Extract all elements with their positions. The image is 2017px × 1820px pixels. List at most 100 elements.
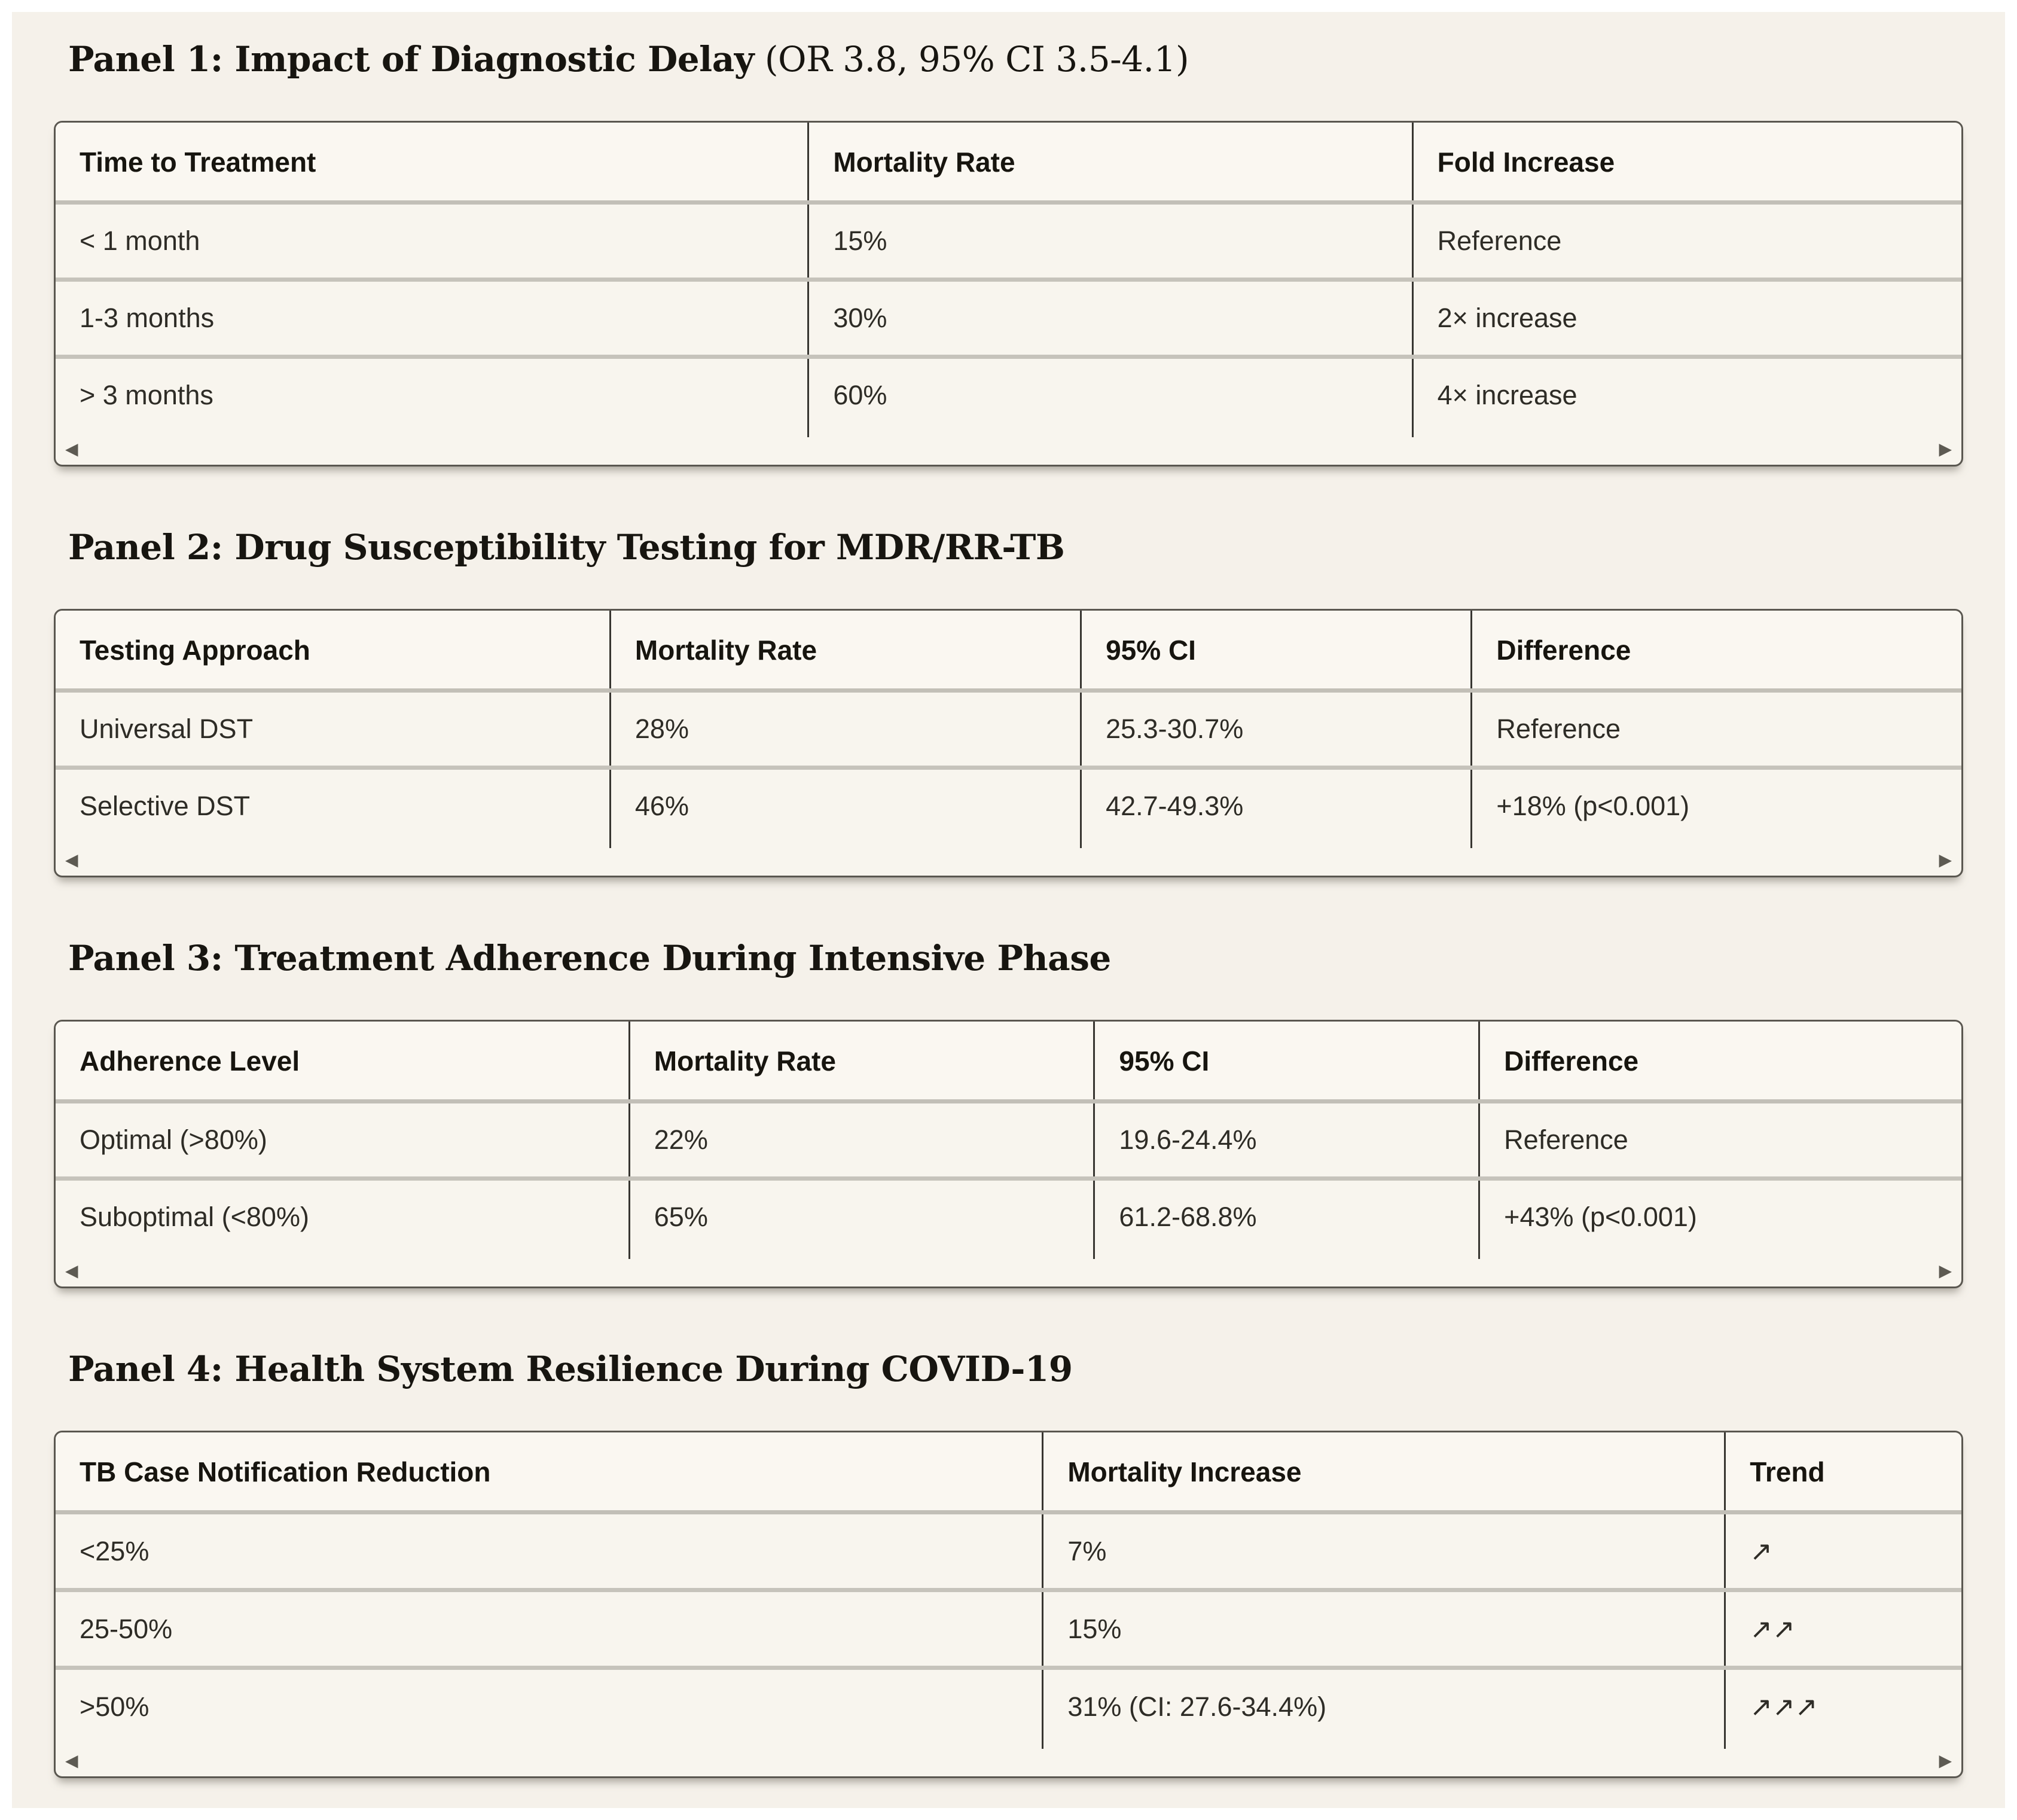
column-header: Testing Approach — [56, 611, 611, 693]
table-cell: 4× increase — [1437, 380, 1577, 410]
horizontal-scrollbar[interactable]: ◀ ▶ — [56, 848, 1961, 876]
panel-title-text: Panel 1: Impact of Diagnostic Delay — [68, 39, 754, 80]
panel-4: Panel 4: Health System Resilience During… — [54, 1346, 1963, 1778]
adherence-table: Adherence Level Mortality Rate 95% CI Diffe… — [56, 1022, 1961, 1259]
table-cell: 42.7-49.3% — [1081, 767, 1473, 848]
table-cell: 31% (CI: 27.6-34.4%) — [1042, 1667, 1726, 1749]
panel-title-text: Panel 2: Drug Susceptibility Testing for… — [68, 527, 1065, 568]
table-cell: < 1 month — [56, 202, 810, 282]
table-header-row: Testing Approach Mortality Rate 95% CI Diff… — [56, 611, 1961, 693]
covid-resilience-table: TB Case Notification Reduction Mortality … — [56, 1432, 1961, 1749]
scroll-right-arrow-icon[interactable]: ▶ — [1939, 850, 1952, 870]
panel-title: Panel 1: Impact of Diagnostic Delay (OR … — [68, 36, 1963, 83]
table-row: > 3 months 60% 4× increase — [56, 356, 1961, 437]
table-card: Testing Approach Mortality Rate 95% CI Diff… — [54, 609, 1963, 877]
dst-table: Testing Approach Mortality Rate 95% CI Diff… — [56, 611, 1961, 848]
table-row: Optimal (>80%) 22% 19.6-24.4% Reference — [56, 1101, 1961, 1181]
table-cell: 7% — [1042, 1512, 1726, 1592]
table-cell: Reference — [1479, 1101, 1961, 1181]
table-cell: 46% — [610, 767, 1082, 848]
panel-title: Panel 4: Health System Resilience During… — [68, 1346, 1963, 1392]
table-row: Suboptimal (<80%) 65% 61.2-68.8% +43% (p<0.… — [56, 1178, 1961, 1259]
table-scroll-area[interactable]: Adherence Level Mortality Rate 95% CI Diffe… — [56, 1022, 1961, 1259]
table-row: Selective DST 46% 42.7-49.3% +18% (p<0.001) — [56, 767, 1961, 848]
table-cell: 1-3 months — [56, 279, 810, 359]
panel-title: Panel 3: Treatment Adherence During Inte… — [68, 935, 1963, 981]
scroll-left-arrow-icon[interactable]: ◀ — [65, 439, 78, 459]
column-header: 95% CI — [1081, 611, 1473, 693]
column-header: Difference — [1479, 1022, 1961, 1103]
scroll-right-arrow-icon[interactable]: ▶ — [1939, 1261, 1952, 1281]
table-cell: Universal DST — [56, 690, 611, 770]
table-scroll-area[interactable]: Time to Treatment Mortality Rate Fold Incr… — [56, 123, 1961, 437]
table-cell: 61.2-68.8% — [1094, 1178, 1481, 1259]
table-cell: >50% — [56, 1667, 1044, 1749]
table-cell: ↗ — [1725, 1512, 1961, 1592]
table-row: 1-3 months 30% 2× increase — [56, 279, 1961, 359]
table-cell: 60% — [808, 356, 1414, 437]
column-header: Trend — [1725, 1432, 1961, 1514]
column-header: Difference — [1471, 611, 1961, 693]
column-header: TB Case Notification Reduction — [56, 1432, 1044, 1514]
table-cell: Selective DST — [56, 767, 611, 848]
scroll-left-arrow-icon[interactable]: ◀ — [65, 1751, 78, 1770]
column-header: 95% CI — [1094, 1022, 1481, 1103]
table-cell: 28% — [610, 690, 1082, 770]
horizontal-scrollbar[interactable]: ◀ ▶ — [56, 1259, 1961, 1287]
table-cell: 15% — [808, 202, 1414, 282]
table-cell: Optimal (>80%) — [56, 1101, 630, 1181]
table-cell: +43% (p<0.001) — [1504, 1202, 1697, 1232]
table-cell: Suboptimal (<80%) — [56, 1178, 630, 1259]
table-card: Time to Treatment Mortality Rate Fold Incr… — [54, 121, 1963, 467]
table-card: TB Case Notification Reduction Mortality … — [54, 1431, 1963, 1778]
table-cell: > 3 months — [56, 356, 810, 437]
table-header-row: Adherence Level Mortality Rate 95% CI Diffe… — [56, 1022, 1961, 1103]
table-cell: +18% (p<0.001) — [1496, 791, 1690, 821]
column-header: Mortality Increase — [1042, 1432, 1726, 1514]
panel-title-text: Panel 4: Health System Resilience During… — [68, 1349, 1073, 1389]
panel-title-suffix: (OR 3.8, 95% CI 3.5-4.1) — [753, 39, 1189, 80]
scroll-left-arrow-icon[interactable]: ◀ — [65, 1261, 78, 1281]
scroll-right-arrow-icon[interactable]: ▶ — [1939, 1751, 1952, 1770]
table-cell: 25.3-30.7% — [1081, 690, 1473, 770]
table-cell: Reference — [1471, 690, 1961, 770]
table-cell: ↗↗ — [1725, 1590, 1961, 1670]
column-header: Time to Treatment — [56, 123, 810, 205]
table-cell: <25% — [56, 1512, 1044, 1592]
table-row: >50% 31% (CI: 27.6-34.4%) ↗↗↗ — [56, 1667, 1961, 1749]
table-card: Adherence Level Mortality Rate 95% CI Diffe… — [54, 1020, 1963, 1288]
scroll-right-arrow-icon[interactable]: ▶ — [1939, 439, 1952, 459]
column-header: Mortality Rate — [610, 611, 1082, 693]
table-cell: 22% — [629, 1101, 1096, 1181]
table-row: 25-50% 15% ↗↗ — [56, 1590, 1961, 1670]
table-scroll-area[interactable]: Testing Approach Mortality Rate 95% CI Diff… — [56, 611, 1961, 848]
table-header-row: TB Case Notification Reduction Mortality … — [56, 1432, 1961, 1514]
panel-2: Panel 2: Drug Susceptibility Testing for… — [54, 524, 1963, 877]
table-row: <25% 7% ↗ — [56, 1512, 1961, 1592]
scroll-left-arrow-icon[interactable]: ◀ — [65, 850, 78, 870]
column-header: Mortality Rate — [629, 1022, 1096, 1103]
horizontal-scrollbar[interactable]: ◀ ▶ — [56, 437, 1961, 465]
diagnostic-delay-table: Time to Treatment Mortality Rate Fold Incr… — [56, 123, 1961, 437]
table-row: Universal DST 28% 25.3-30.7% Reference — [56, 690, 1961, 770]
table-cell: ↗↗↗ — [1750, 1691, 1818, 1722]
horizontal-scrollbar[interactable]: ◀ ▶ — [56, 1749, 1961, 1776]
page-background: Panel 1: Impact of Diagnostic Delay (OR … — [12, 12, 2005, 1808]
table-cell: 65% — [629, 1178, 1096, 1259]
table-cell: 30% — [808, 279, 1414, 359]
table-cell: 15% — [1042, 1590, 1726, 1670]
table-header-row: Time to Treatment Mortality Rate Fold Incr… — [56, 123, 1961, 205]
panel-title: Panel 2: Drug Susceptibility Testing for… — [68, 524, 1963, 571]
column-header: Fold Increase — [1412, 123, 1961, 205]
table-cell: Reference — [1412, 202, 1961, 282]
column-header: Mortality Rate — [808, 123, 1414, 205]
table-scroll-area[interactable]: TB Case Notification Reduction Mortality … — [56, 1432, 1961, 1749]
panel-title-text: Panel 3: Treatment Adherence During Inte… — [68, 938, 1111, 978]
table-cell: 2× increase — [1412, 279, 1961, 359]
table-cell: 19.6-24.4% — [1094, 1101, 1481, 1181]
panel-3: Panel 3: Treatment Adherence During Inte… — [54, 935, 1963, 1288]
panel-1: Panel 1: Impact of Diagnostic Delay (OR … — [54, 36, 1963, 467]
table-row: < 1 month 15% Reference — [56, 202, 1961, 282]
column-header: Adherence Level — [56, 1022, 630, 1103]
table-cell: 25-50% — [56, 1590, 1044, 1670]
